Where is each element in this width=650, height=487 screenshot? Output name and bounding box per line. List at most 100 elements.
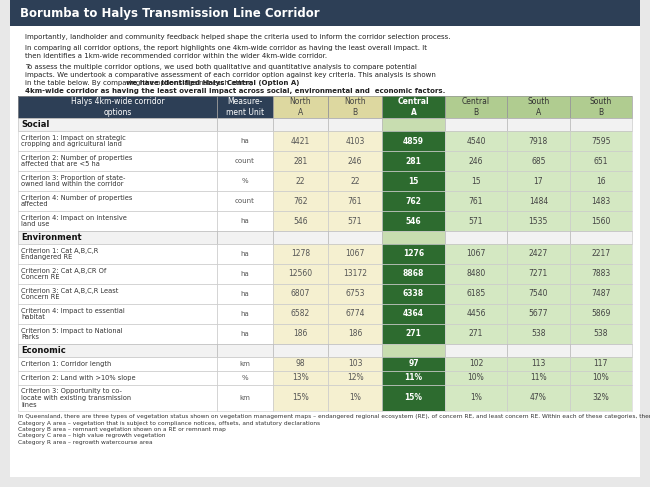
- Text: Criterion 2: Number of properties
affected that are <5 ha: Criterion 2: Number of properties affect…: [21, 155, 133, 168]
- Bar: [445, 96, 507, 118]
- Text: Criterion 1: Corridor length: Criterion 1: Corridor length: [21, 361, 111, 367]
- Bar: [328, 131, 382, 151]
- Text: ha: ha: [240, 331, 250, 337]
- Text: 6338: 6338: [403, 289, 424, 299]
- Bar: [328, 284, 382, 304]
- Bar: [382, 244, 445, 264]
- Bar: [217, 304, 273, 324]
- Text: Environment: Environment: [21, 233, 82, 242]
- Bar: [217, 284, 273, 304]
- Bar: [382, 171, 445, 191]
- Bar: [569, 385, 632, 411]
- Bar: [382, 284, 445, 304]
- Bar: [328, 96, 382, 118]
- Text: 4103: 4103: [345, 136, 365, 146]
- Bar: [273, 151, 328, 171]
- Bar: [382, 118, 445, 131]
- Text: 546: 546: [406, 217, 421, 225]
- Bar: [273, 96, 328, 118]
- Bar: [445, 284, 507, 304]
- Bar: [18, 371, 217, 385]
- Bar: [507, 371, 569, 385]
- Bar: [445, 371, 507, 385]
- Text: then identifies a 1km-wide recommended corridor within the wider 4km-wide corrid: then identifies a 1km-wide recommended c…: [25, 53, 327, 59]
- Text: 281: 281: [293, 156, 307, 166]
- Bar: [18, 118, 217, 131]
- Text: 22: 22: [350, 176, 360, 186]
- Bar: [18, 151, 217, 171]
- Bar: [507, 131, 569, 151]
- Text: 15%: 15%: [404, 393, 422, 402]
- Text: 7595: 7595: [591, 136, 610, 146]
- Bar: [507, 171, 569, 191]
- Bar: [328, 264, 382, 284]
- Text: In Queensland, there are three types of vegetation status shown on vegetation ma: In Queensland, there are three types of …: [18, 414, 650, 419]
- Bar: [569, 264, 632, 284]
- Bar: [382, 371, 445, 385]
- Bar: [273, 211, 328, 231]
- Bar: [18, 264, 217, 284]
- Text: 4km-wide corridor as having the least overall impact across social, environmenta: 4km-wide corridor as having the least ov…: [25, 88, 445, 94]
- Bar: [328, 344, 382, 357]
- Bar: [328, 118, 382, 131]
- Text: ha: ha: [240, 291, 250, 297]
- Bar: [217, 357, 273, 371]
- Text: 538: 538: [531, 330, 545, 338]
- Bar: [382, 385, 445, 411]
- Bar: [18, 304, 217, 324]
- Text: Importantly, landholder and community feedback helped shape the criteria used to: Importantly, landholder and community fe…: [25, 34, 450, 40]
- Text: 7540: 7540: [528, 289, 548, 299]
- Text: 651: 651: [593, 156, 608, 166]
- Bar: [273, 371, 328, 385]
- Bar: [382, 231, 445, 244]
- Bar: [328, 211, 382, 231]
- Text: 4540: 4540: [466, 136, 486, 146]
- Text: 8480: 8480: [466, 269, 486, 279]
- Bar: [382, 131, 445, 151]
- Bar: [569, 96, 632, 118]
- Bar: [382, 231, 445, 244]
- Bar: [328, 385, 382, 411]
- Text: 97: 97: [408, 359, 419, 369]
- Bar: [569, 344, 632, 357]
- Bar: [445, 231, 507, 244]
- Bar: [445, 151, 507, 171]
- Bar: [507, 231, 569, 244]
- Text: 761: 761: [469, 196, 483, 206]
- Text: 103: 103: [348, 359, 362, 369]
- Bar: [382, 344, 445, 357]
- Text: 6807: 6807: [291, 289, 310, 299]
- Bar: [445, 304, 507, 324]
- Text: 32%: 32%: [592, 393, 609, 402]
- Bar: [445, 264, 507, 284]
- Bar: [328, 284, 382, 304]
- Bar: [18, 357, 217, 371]
- Text: 281: 281: [406, 156, 421, 166]
- Bar: [507, 324, 569, 344]
- Bar: [328, 211, 382, 231]
- Bar: [569, 324, 632, 344]
- Text: 1484: 1484: [528, 196, 548, 206]
- Bar: [18, 344, 217, 357]
- Text: impacts. We undertook a comparative assessment of each corridor option against k: impacts. We undertook a comparative asse…: [25, 72, 436, 78]
- Text: Measure-
ment Unit: Measure- ment Unit: [226, 97, 264, 116]
- Text: 2427: 2427: [528, 249, 548, 259]
- Text: 15: 15: [471, 176, 481, 186]
- Text: 12%: 12%: [346, 374, 363, 382]
- Bar: [569, 118, 632, 131]
- Bar: [569, 244, 632, 264]
- Bar: [18, 264, 217, 284]
- Bar: [217, 211, 273, 231]
- Bar: [273, 284, 328, 304]
- Text: 546: 546: [293, 217, 307, 225]
- Bar: [328, 357, 382, 371]
- Bar: [18, 151, 217, 171]
- Bar: [445, 151, 507, 171]
- Text: 1%: 1%: [349, 393, 361, 402]
- Bar: [217, 191, 273, 211]
- Text: Criterion 3: Opportunity to co-
locate with existing transmission
lines: Criterion 3: Opportunity to co- locate w…: [21, 388, 131, 408]
- Bar: [273, 96, 328, 118]
- Text: ha: ha: [240, 218, 250, 224]
- Bar: [507, 264, 569, 284]
- Bar: [217, 96, 273, 118]
